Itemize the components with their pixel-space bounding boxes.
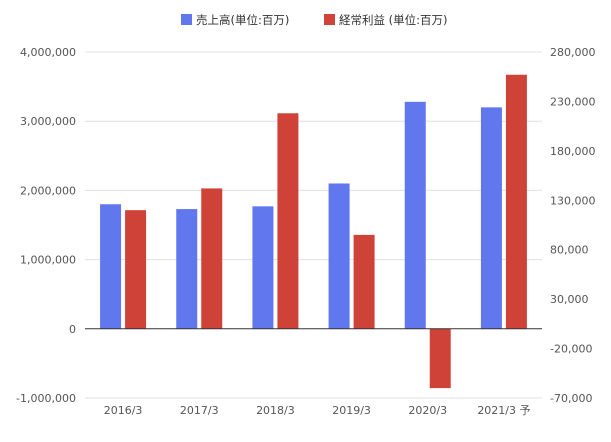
x-tick-label: 2019/3 [332, 404, 371, 417]
right-axis: -70,000 -20,000 30,000 80,000 130,000 180,000… [550, 46, 596, 405]
x-axis: 2016/3 2017/3 2018/3 2019/3 2020/3 2021/3 予 [104, 404, 531, 417]
left-axis: -1,000,000 0 1,000,000 2,000,000 3,000,000 4,… [16, 46, 76, 405]
right-tick-label: 180,000 [550, 145, 596, 158]
sales-bar [480, 107, 502, 329]
left-tick-label: 3,000,000 [20, 115, 76, 128]
left-tick-label: -1,000,000 [16, 392, 76, 405]
legend-swatch [324, 14, 335, 25]
right-tick-label: -70,000 [550, 392, 592, 405]
legend-label: 経常利益 (単位:百万) [339, 13, 448, 27]
legend: 売上高(単位:百万) 経常利益 (単位:百万) [181, 13, 448, 27]
sales-bar [176, 209, 198, 329]
legend-swatch [181, 14, 192, 25]
gridlines [85, 51, 542, 399]
left-tick-label: 2,000,000 [20, 184, 76, 197]
right-tick-label: -20,000 [550, 343, 592, 356]
x-tick-label: 2016/3 [104, 404, 143, 417]
right-tick-label: 30,000 [550, 293, 589, 306]
left-tick-label: 1,000,000 [20, 254, 76, 267]
x-tick-label: 2017/3 [180, 404, 219, 417]
right-tick-label: 230,000 [550, 95, 596, 108]
sales-bar [252, 206, 274, 329]
profit-bar [505, 74, 527, 329]
profit-bar [201, 188, 223, 329]
profit-bar [429, 328, 451, 389]
right-tick-label: 280,000 [550, 46, 596, 59]
x-tick-label: 2020/3 [408, 404, 447, 417]
left-tick-label: 0 [69, 323, 76, 336]
x-tick-label: 2021/3 予 [477, 404, 530, 417]
profit-bar [277, 113, 299, 329]
bars [100, 74, 527, 389]
sales-bar [100, 204, 122, 329]
x-tick-label: 2018/3 [256, 404, 295, 417]
profit-bar [353, 234, 375, 329]
sales-bar [404, 101, 426, 329]
right-tick-label: 130,000 [550, 194, 596, 207]
sales-bar [328, 183, 350, 329]
left-tick-label: 4,000,000 [20, 46, 76, 59]
right-tick-label: 80,000 [550, 244, 589, 257]
legend-label: 売上高(単位:百万) [196, 13, 289, 27]
profit-bar [125, 210, 147, 329]
